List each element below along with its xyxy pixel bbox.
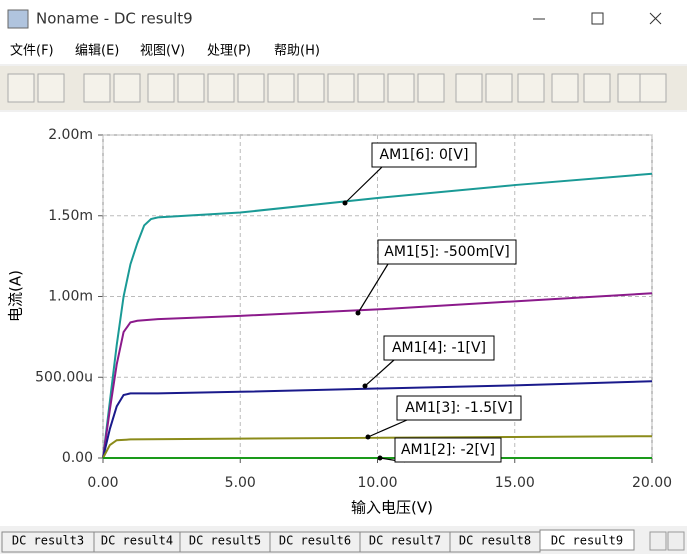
series-line (102, 172, 653, 459)
x-tick-label: 5.00 (225, 475, 256, 491)
toolbar-button[interactable] (207, 73, 235, 103)
menu-item[interactable]: 文件(F) (10, 44, 54, 59)
arrow-head (377, 455, 383, 461)
title-bar (0, 0, 687, 38)
window-title: Noname - DC result9 (36, 10, 193, 28)
menu-item[interactable]: 处理(P) (207, 44, 251, 59)
y-tick-label: 0.00 (62, 450, 93, 466)
label-arrow (364, 359, 395, 387)
y-tick-label: 500.00u (35, 369, 93, 385)
toolbar-button[interactable] (237, 73, 265, 103)
toolbar-button[interactable] (485, 73, 513, 103)
toolbar-button[interactable] (583, 73, 611, 103)
tab-label[interactable]: DC result4 (101, 534, 173, 548)
series-line (102, 380, 653, 459)
series-label: AM1[6]: 0[V] (380, 147, 469, 163)
tab-label[interactable]: DC result3 (12, 534, 84, 548)
series-label: AM1[2]: -2[V] (401, 442, 495, 458)
toolbar-button[interactable] (639, 73, 667, 103)
arrow-head (362, 383, 368, 389)
close-button[interactable] (649, 12, 662, 25)
tab-label[interactable]: DC result8 (459, 534, 531, 548)
toolbar-button[interactable] (37, 73, 65, 103)
toolbar-button[interactable] (267, 73, 295, 103)
menu-bar (0, 38, 687, 64)
arrow-head (342, 200, 348, 206)
tab-label[interactable]: DC result9 (551, 534, 623, 548)
menu-item[interactable]: 编辑(E) (75, 44, 119, 59)
menu-item[interactable]: 视图(V) (140, 44, 185, 59)
x-axis-label: 输入电压(V) (351, 499, 433, 517)
y-tick-label: 2.00m (48, 127, 93, 143)
series-label-box (371, 142, 477, 168)
toolbar-button[interactable] (551, 73, 579, 103)
tab-scroll-right[interactable] (667, 531, 685, 551)
series-label: AM1[5]: -500m[V] (384, 244, 509, 260)
toolbar-button[interactable] (387, 73, 415, 103)
series-label-box (396, 395, 522, 421)
toolbar-button[interactable] (417, 73, 445, 103)
series-line (102, 435, 653, 459)
tab-label[interactable]: DC result7 (369, 534, 441, 548)
y-tick-label: 1.50m (48, 208, 93, 224)
toolbar-button[interactable] (357, 73, 385, 103)
tab-label[interactable]: DC result6 (279, 534, 351, 548)
series-label-box (394, 437, 502, 463)
toolbar-button[interactable] (455, 73, 483, 103)
series-line (102, 292, 653, 459)
toolbar-button[interactable] (517, 73, 545, 103)
label-arrow (344, 166, 383, 204)
label-arrow (367, 419, 408, 438)
toolbar-button[interactable] (113, 73, 141, 103)
series-label-box (383, 335, 495, 361)
tab[interactable] (539, 529, 635, 551)
toolbar-button[interactable] (7, 73, 35, 103)
x-tick-label: 15.00 (495, 475, 535, 491)
toolbar-button[interactable] (327, 73, 355, 103)
arrow-head (365, 434, 371, 440)
menu-item[interactable]: 帮助(H) (274, 44, 320, 59)
label-arrow (357, 263, 389, 314)
x-tick-label: 20.00 (632, 475, 672, 491)
toolbar-button[interactable] (83, 73, 111, 103)
arrow-head (355, 310, 361, 316)
toolbar-button[interactable] (177, 73, 205, 103)
toolbar-button[interactable] (297, 73, 325, 103)
x-tick-label: 10.00 (357, 475, 397, 491)
series-label-box (377, 239, 517, 265)
y-axis-label: 电流(A) (7, 270, 25, 322)
tab-scroll-left[interactable] (649, 531, 667, 551)
tab-label[interactable]: DC result5 (189, 534, 261, 548)
maximize-button[interactable] (591, 12, 604, 25)
y-tick-label: 1.00m (48, 289, 93, 305)
x-tick-label: 0.00 (87, 475, 118, 491)
series-label: AM1[4]: -1[V] (392, 340, 486, 356)
app-icon (7, 9, 29, 29)
toolbar-button[interactable] (147, 73, 175, 103)
series-label: AM1[3]: -1.5[V] (405, 400, 512, 416)
